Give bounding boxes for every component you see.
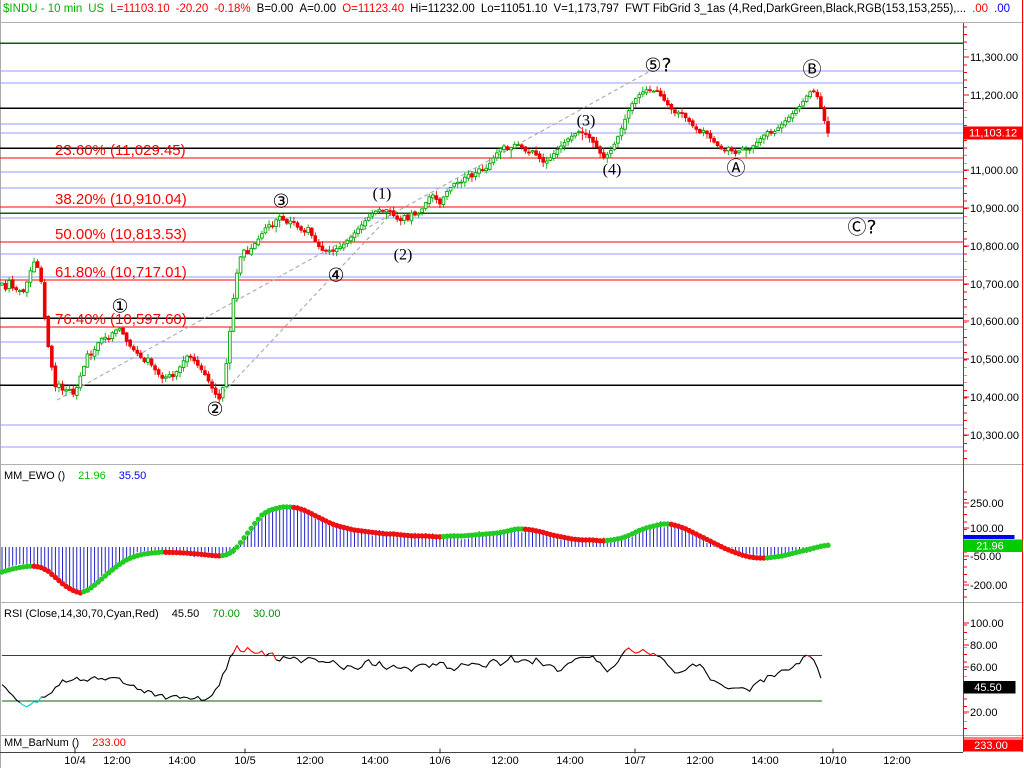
svg-text:(1): (1) <box>373 186 392 203</box>
svg-text:10,300.00: 10,300.00 <box>970 430 1019 442</box>
quote-segment: B=0.00 <box>256 3 294 15</box>
svg-text:Ⓐ: Ⓐ <box>726 158 745 180</box>
svg-text:11,200.00: 11,200.00 <box>970 90 1018 102</box>
svg-text:10/6: 10/6 <box>429 755 450 767</box>
svg-text:100.00: 100.00 <box>970 523 1004 535</box>
candles-layer <box>0 85 830 404</box>
svg-text:12:00: 12:00 <box>686 755 714 767</box>
trendlines <box>56 69 653 401</box>
svg-text:14:00: 14:00 <box>556 755 584 767</box>
ewo-indicator-name: MM_EWO () <box>4 470 66 482</box>
svg-text:12:00: 12:00 <box>296 755 324 767</box>
quote-segment: Hi=11232.00 <box>410 3 475 15</box>
fib-level-labels: 23.60% (11,029.45) 38.20% (10,910.04) 50.0… <box>55 142 187 328</box>
quote-segment: V=1,173,797 <box>553 3 619 15</box>
svg-text:⑤?: ⑤? <box>644 55 671 77</box>
svg-text:③: ③ <box>272 191 289 213</box>
svg-text:20.00: 20.00 <box>970 707 998 719</box>
svg-text:60.00: 60.00 <box>970 662 998 674</box>
quote-segment: FWT FibGrid 3_1as (4,Red,DarkGreen,Black… <box>625 3 967 15</box>
quote-header: $INDU - 10 min US L=11103.10 -20.20 -0.18% B=… <box>3 3 1021 20</box>
ewo-value-1: 21.96 <box>78 470 106 482</box>
ewo-value-2: 35.50 <box>118 470 147 482</box>
svg-text:10/7: 10/7 <box>624 755 645 767</box>
rsi-panel <box>1 644 822 708</box>
rsi-axis: 100.00 80.00 60.00 20.00 <box>963 618 1024 739</box>
ewo-badge: 21.96 <box>963 539 1023 553</box>
svg-text:250.00: 250.00 <box>970 498 1004 510</box>
rsi-indicator-name: RSI (Close,14,30,70,Cyan,Red) <box>4 608 159 620</box>
quote-segment: -20.20 <box>175 3 209 15</box>
barnum-badge: 233.00 <box>963 739 1023 752</box>
quote-segment: A=0.00 <box>299 3 337 15</box>
svg-text:(4): (4) <box>603 162 622 179</box>
svg-text:23.60% (11,029.45): 23.60% (11,029.45) <box>55 142 186 159</box>
quote-segment: O=11123.40 <box>342 3 405 15</box>
svg-text:11,103.12: 11,103.12 <box>969 128 1017 140</box>
svg-text:21.96: 21.96 <box>976 541 1004 553</box>
svg-text:Ⓒ?: Ⓒ? <box>847 217 876 239</box>
svg-text:①: ① <box>111 296 128 318</box>
svg-text:④: ④ <box>327 265 344 287</box>
svg-text:11,000.00: 11,000.00 <box>970 165 1018 177</box>
ewo-axis: 250.00 100.00 -50.00 -200.00 <box>963 491 1015 598</box>
svg-text:10,900.00: 10,900.00 <box>970 203 1019 215</box>
rsi-value-1: 45.50 <box>171 608 200 620</box>
svg-text:10,700.00: 10,700.00 <box>970 279 1019 291</box>
barnum-indicator-name: MM_BarNum () <box>4 737 80 749</box>
time-axis: 10/4 12:00 14:00 10/5 12:00 14:00 10/6 12:00 14:… <box>64 748 911 767</box>
price-axis: 11,300.00 11,200.00 11,000.00 10,900.00 10,8… <box>962 0 1024 752</box>
barnum-label-row: MM_BarNum () 233.00 <box>4 737 136 749</box>
quote-segment: $INDU - 10 min <box>3 3 83 15</box>
svg-text:76.40% (10,597.60): 76.40% (10,597.60) <box>55 311 187 328</box>
svg-text:233.00: 233.00 <box>974 740 1008 752</box>
svg-text:(3): (3) <box>577 113 596 130</box>
svg-text:12:00: 12:00 <box>103 755 131 767</box>
svg-text:-200.00: -200.00 <box>970 580 1007 592</box>
price-gridlines <box>0 42 963 448</box>
svg-text:10,800.00: 10,800.00 <box>970 241 1019 253</box>
svg-text:-50.00: -50.00 <box>970 551 1001 563</box>
svg-text:Ⓑ: Ⓑ <box>802 59 821 81</box>
svg-text:10/4: 10/4 <box>64 755 85 767</box>
quote-segment: .00 <box>972 3 989 15</box>
svg-text:10/5: 10/5 <box>234 755 255 767</box>
rsi-badge: 45.50 <box>963 681 1016 694</box>
ewo-panel <box>0 504 831 596</box>
rsi-value-3: 30.00 <box>252 608 281 620</box>
svg-text:12:00: 12:00 <box>883 755 911 767</box>
rsi-value-2: 70.00 <box>212 608 240 620</box>
svg-text:61.80% (10,717.01): 61.80% (10,717.01) <box>55 264 187 281</box>
svg-text:100.00: 100.00 <box>970 618 1004 630</box>
svg-text:10,400.00: 10,400.00 <box>970 392 1019 404</box>
svg-text:12:00: 12:00 <box>491 755 519 767</box>
quote-segment: -0.18% <box>214 3 251 15</box>
svg-text:45.50: 45.50 <box>974 682 1002 694</box>
last-price-badge: 11,103.12 <box>963 126 1023 140</box>
svg-text:②: ② <box>206 399 223 421</box>
svg-text:11,300.00: 11,300.00 <box>970 52 1018 64</box>
quote-segment: L=11103.10 <box>110 3 170 15</box>
rsi-label-row: RSI (Close,14,30,70,Cyan,Red) 45.50 70.0… <box>4 608 290 620</box>
svg-text:(2): (2) <box>394 247 413 264</box>
ewo-label-row: MM_EWO () 21.96 35.50 <box>4 470 156 482</box>
svg-text:14:00: 14:00 <box>361 755 389 767</box>
quote-segment: Lo=11051.10 <box>480 3 548 15</box>
elliott-wave-labels: ① ② ③ ④ ⑤? (1) (2) (3) (4) Ⓐ Ⓑ Ⓒ? <box>111 55 876 421</box>
svg-text:14:00: 14:00 <box>168 755 196 767</box>
svg-text:10/10: 10/10 <box>819 755 847 767</box>
svg-text:50.00% (10,813.53): 50.00% (10,813.53) <box>55 226 187 243</box>
svg-text:10,500.00: 10,500.00 <box>970 354 1019 366</box>
quote-segment: US <box>88 3 105 15</box>
svg-text:14:00: 14:00 <box>751 755 779 767</box>
svg-text:80.00: 80.00 <box>970 640 998 652</box>
quote-segment: .00 <box>994 3 1011 15</box>
svg-text:38.20% (10,910.04): 38.20% (10,910.04) <box>55 191 187 208</box>
svg-text:10,600.00: 10,600.00 <box>970 316 1019 328</box>
barnum-value-1: 233.00 <box>92 737 126 749</box>
